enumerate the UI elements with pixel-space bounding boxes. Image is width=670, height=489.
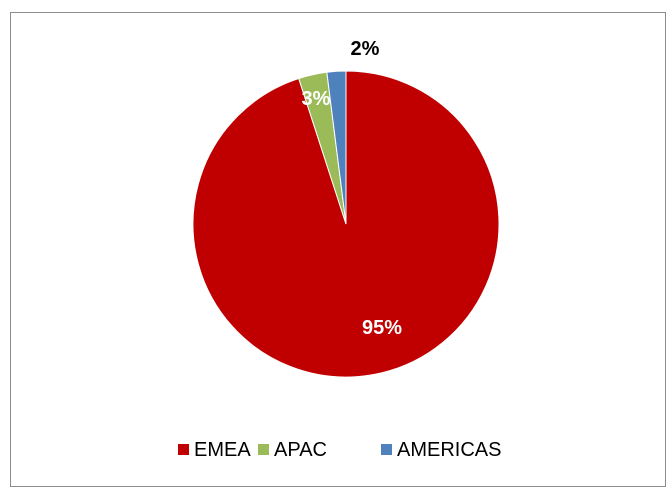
legend: EMEA APAC AMERICAS bbox=[178, 439, 501, 461]
pie-slice-americas bbox=[326, 70, 347, 225]
data-label-apac: 3% bbox=[302, 88, 331, 110]
data-label-emea: 95% bbox=[362, 317, 402, 339]
legend-label-americas: AMERICAS bbox=[397, 439, 501, 461]
data-label-americas: 2% bbox=[351, 38, 380, 60]
legend-label-apac: APAC bbox=[274, 439, 327, 461]
data-labels: 95% 3% 2% bbox=[302, 38, 403, 339]
pie-slices bbox=[192, 70, 500, 378]
legend-label-emea: EMEA bbox=[194, 439, 251, 461]
legend-swatch-americas bbox=[381, 444, 392, 455]
legend-swatch-apac bbox=[258, 444, 269, 455]
legend-swatch-emea bbox=[178, 444, 189, 455]
